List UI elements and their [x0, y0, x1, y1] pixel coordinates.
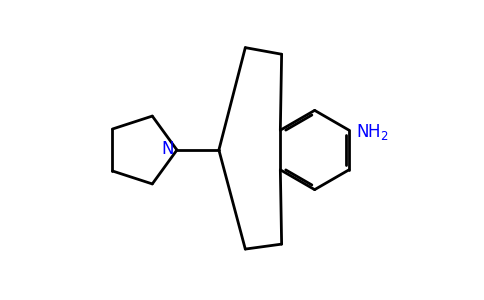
Text: NH$_2$: NH$_2$ — [356, 122, 389, 142]
Text: N: N — [162, 140, 174, 158]
